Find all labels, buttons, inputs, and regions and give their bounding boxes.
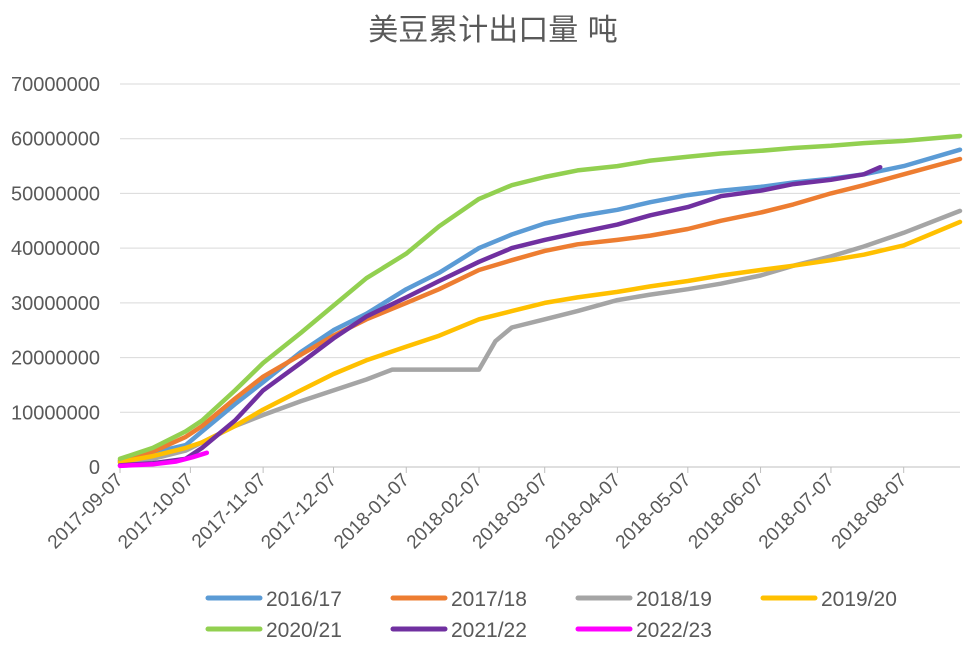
series-line-2017-18 [117,156,963,463]
x-tick-label: 2017-12-07 [257,470,341,554]
y-tick-label: 60000000 [11,129,100,151]
y-tick-label: 0 [89,457,100,479]
series-line-2018-19 [117,208,963,465]
legend: 2016/17 2017/18 2018/19 2019/20 2020/21 2021/… [205,588,897,642]
y-tick-label: 30000000 [11,293,100,315]
x-tick-label: 2017-10-07 [114,470,198,554]
legend-label: 2016/17 [266,588,342,611]
chart-title: 美豆累计出口量 吨 [368,13,618,48]
series-line-2019-20 [117,219,963,465]
x-axis-tick-labels: 2017-09-072017-10-072017-11-072017-12-07… [44,467,911,553]
x-tick-label: 2018-06-07 [685,470,769,554]
y-tick-label: 10000000 [11,402,100,424]
y-tick-label: 50000000 [11,183,100,205]
series-line-2021-22 [117,164,883,468]
x-tick-label: 2018-08-07 [828,470,912,554]
x-tick-label: 2018-05-07 [612,470,696,554]
x-tick-label: 2018-01-07 [330,470,414,554]
legend-label: 2019/20 [821,588,897,611]
series-line-2022-23 [117,450,210,469]
x-tick-label: 2018-07-07 [755,470,839,554]
series-line-2020-21 [117,133,963,462]
y-tick-label: 40000000 [11,238,100,260]
y-tick-label: 20000000 [11,348,100,370]
series-lines [117,133,963,469]
y-tick-label: 70000000 [11,74,100,96]
legend-label: 2020/21 [266,619,342,642]
legend-label: 2018/19 [636,588,712,611]
legend-label: 2017/18 [451,588,527,611]
y-axis-tick-labels: 0 10000000 20000000 30000000 40000000 5000000… [11,74,100,479]
legend-label: 2022/23 [636,619,712,642]
x-tick-label: 2017-09-07 [44,470,128,554]
x-tick-label: 2018-04-07 [541,470,625,554]
legend-label: 2021/22 [451,619,527,642]
